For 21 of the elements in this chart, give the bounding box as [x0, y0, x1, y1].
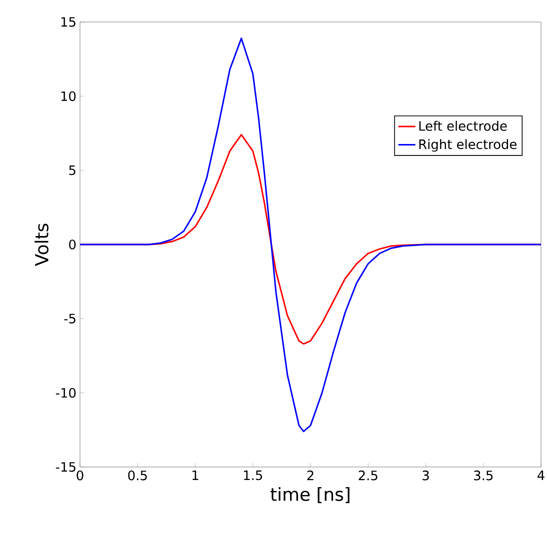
x-axis-title: time [ns]	[270, 487, 350, 504]
y-tick-label: -5	[64, 314, 76, 324]
x-tick-label: 3.5	[474, 470, 493, 480]
y-tick-label: 15	[61, 17, 76, 27]
x-tick-label: 0	[76, 470, 84, 480]
y-tick-label: 10	[61, 91, 76, 102]
x-tick-label: 1.5	[244, 470, 262, 480]
x-tick-label: 2	[307, 470, 314, 480]
y-axis-title: Volts	[34, 224, 48, 266]
x-tick-label: 1	[192, 470, 198, 480]
x-tick-label: 2.5	[358, 470, 378, 480]
y-tick-label: -10	[56, 388, 76, 398]
y-tick-label: -15	[56, 462, 76, 472]
x-tick-label: 3	[422, 470, 429, 480]
y-tick-label: 0	[69, 240, 76, 250]
y-tick-label: 5	[69, 166, 76, 176]
x-tick-label: 0.5	[128, 470, 147, 480]
legend-label: Left electrode	[419, 120, 507, 131]
line-series	[80, 38, 542, 432]
x-tick-label: 4	[538, 470, 544, 480]
legend-label: Right electrode	[419, 139, 517, 152]
